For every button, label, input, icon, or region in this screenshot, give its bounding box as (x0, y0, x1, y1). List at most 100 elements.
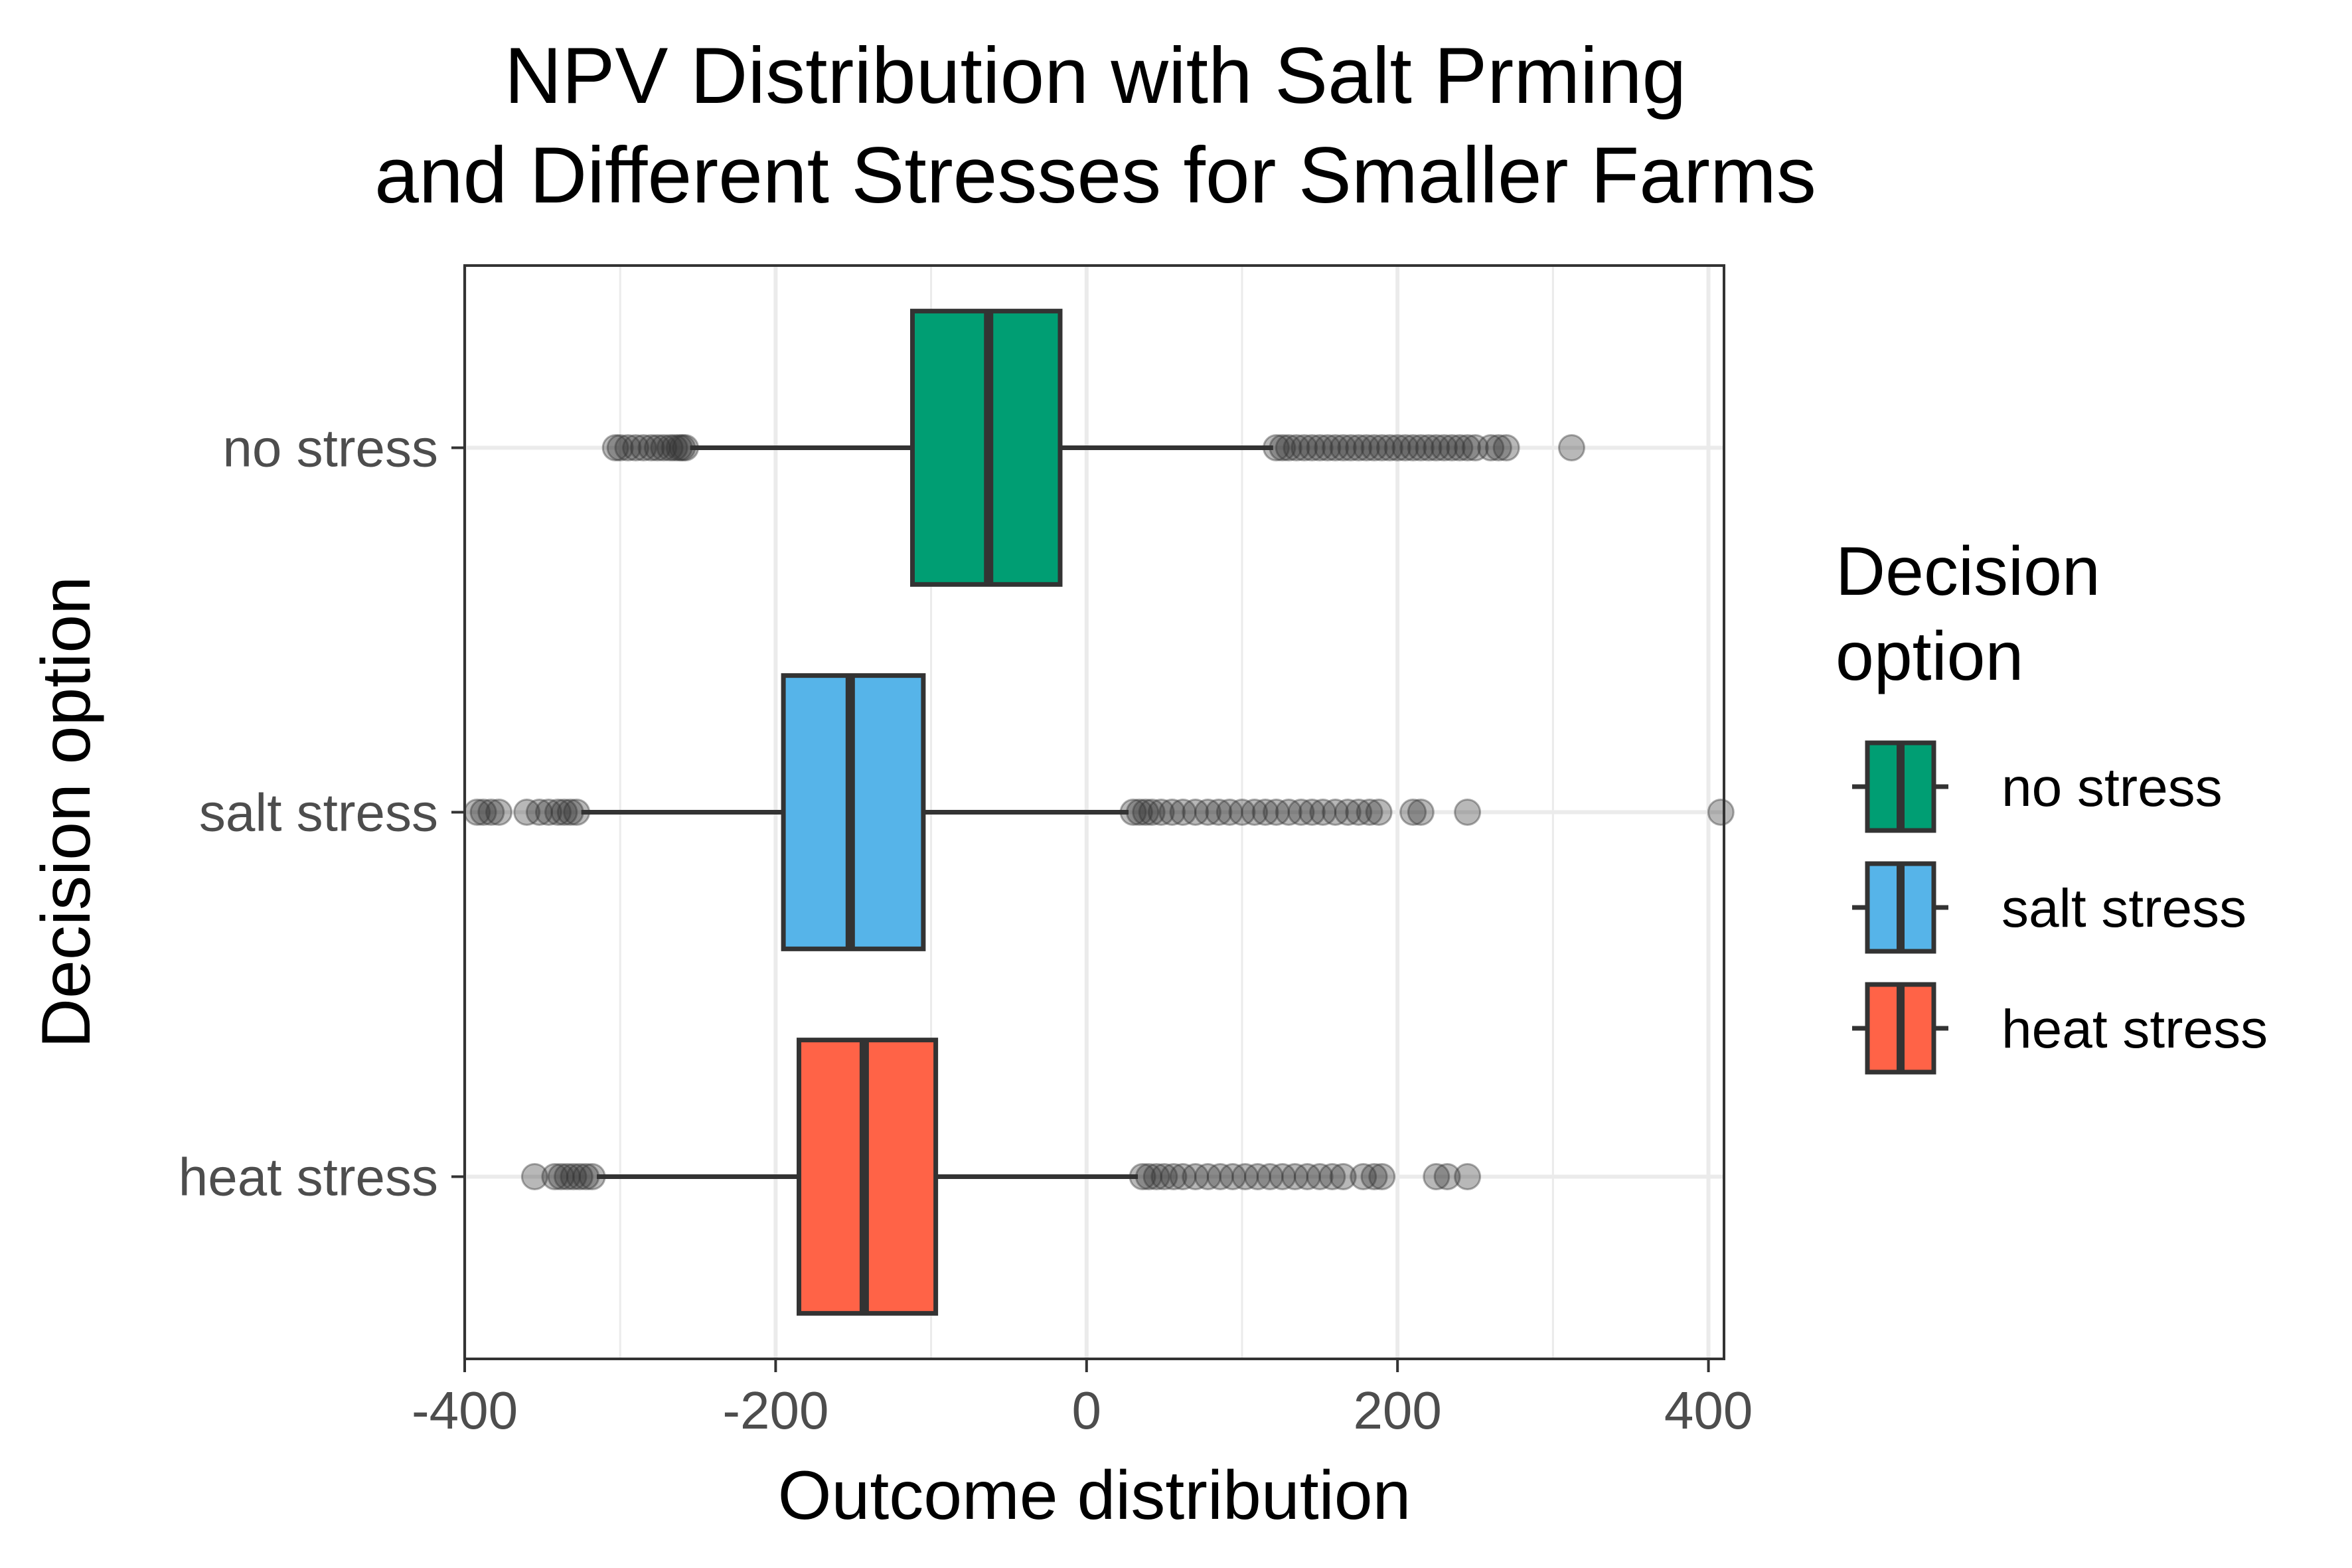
outlier-point (547, 1163, 575, 1190)
outlier-point (1129, 1163, 1156, 1190)
outlier-point (525, 799, 553, 826)
outlier-point (578, 1163, 606, 1190)
y-axis-title: Decision option (28, 576, 105, 1048)
outlier-point (1461, 434, 1489, 461)
outlier-point (1356, 799, 1383, 826)
legend-label: salt stress (2001, 878, 2246, 939)
outlier-point (1365, 799, 1393, 826)
legend-title-line: Decision (1836, 533, 2100, 610)
outlier-point (668, 434, 696, 461)
outlier-point (1375, 434, 1403, 461)
outlier-point (1423, 434, 1450, 461)
outlier-point (1119, 799, 1147, 826)
outlier-point (656, 434, 684, 461)
outlier-point (1256, 1163, 1284, 1190)
outlier-point (1322, 799, 1350, 826)
outlier-point (1291, 434, 1318, 461)
legend-title-line: option (1836, 618, 2023, 695)
outlier-point (566, 1163, 593, 1190)
outlier-point (1243, 1163, 1271, 1190)
legend-item-heat-stress: heat stress (1852, 982, 2268, 1075)
outlier-point (1287, 799, 1315, 826)
outlier-point (485, 799, 513, 826)
x-tick-label: 200 (1353, 1381, 1441, 1440)
outlier-point (1399, 434, 1427, 461)
outlier-point (1492, 434, 1520, 461)
x-tick-label: -400 (412, 1381, 518, 1440)
outlier-point (1399, 799, 1427, 826)
outlier-point (563, 799, 591, 826)
outlier-point (572, 1163, 600, 1190)
outlier-point (1283, 434, 1310, 461)
outlier-point (1228, 799, 1256, 826)
outlier-point (1182, 799, 1210, 826)
outlier-point (1423, 1163, 1450, 1190)
outlier-point (554, 1163, 582, 1190)
box-salt-stress (463, 673, 1735, 951)
outlier-point (1205, 799, 1233, 826)
x-axis: -400 -200 0 200 400 (412, 1359, 1753, 1440)
outlier-point (534, 799, 562, 826)
outlier-point (1368, 1163, 1396, 1190)
outlier-point (1169, 799, 1197, 826)
outlier-point (1298, 799, 1326, 826)
legend-item-no-stress: no stress (1852, 740, 2223, 833)
outlier-point (601, 434, 629, 461)
outlier-point (1484, 434, 1512, 461)
outlier-point (1322, 434, 1350, 461)
outlier-point (1454, 1163, 1482, 1190)
outlier-point (1194, 1163, 1221, 1190)
outlier-point (1446, 434, 1474, 461)
outlier-point (1352, 434, 1380, 461)
outlier-point (1345, 799, 1373, 826)
legend: Decision option no stress salt stress heat s… (1836, 533, 2268, 1075)
outlier-point (622, 434, 650, 461)
outlier-point (1158, 799, 1186, 826)
outlier-point (1314, 434, 1342, 461)
outlier-point (1329, 434, 1357, 461)
outlier-point (1345, 434, 1373, 461)
outlier-point (1251, 799, 1279, 826)
outlier-point (665, 434, 693, 461)
outlier-point (1337, 434, 1365, 461)
outlier-point (513, 799, 541, 826)
legend-item-salt-stress: salt stress (1852, 861, 2246, 954)
outlier-point (1415, 434, 1443, 461)
outlier-point (541, 1163, 569, 1190)
outlier-point (1269, 434, 1296, 461)
x-axis-title: Outcome distribution (778, 1457, 1411, 1534)
outlier-point (661, 434, 688, 461)
outlier-point (1318, 1163, 1346, 1190)
outlier-point (1182, 1163, 1210, 1190)
outlier-point (1707, 799, 1735, 826)
y-axis: no stress salt stress heat stress (179, 419, 465, 1207)
outlier-point (1194, 799, 1221, 826)
outlier-point (1281, 1163, 1309, 1190)
outlier-point (1430, 434, 1458, 461)
outlier-point (1334, 799, 1362, 826)
outlier-point (1275, 799, 1302, 826)
y-tick-label: no stress (222, 419, 438, 478)
outlier-point (1142, 1163, 1170, 1190)
outlier-point (1477, 434, 1505, 461)
outlier-point (1383, 434, 1411, 461)
outlier-point (1557, 434, 1585, 461)
outlier-point (1269, 1163, 1296, 1190)
outlier-point (1368, 434, 1396, 461)
chart-title-line: NPV Distribution with Salt Prming (505, 31, 1687, 120)
outlier-point (1263, 434, 1291, 461)
outlier-point (637, 434, 665, 461)
outlier-point (550, 799, 578, 826)
outlier-point (1169, 1163, 1197, 1190)
y-tick-label: heat stress (179, 1148, 438, 1207)
outlier-point (1135, 1163, 1162, 1190)
box-heat-stress (520, 1038, 1482, 1316)
outlier-point (469, 799, 497, 826)
outlier-point (1219, 1163, 1247, 1190)
outlier-point (629, 434, 657, 461)
outlier-point (643, 434, 671, 461)
outlier-point (1454, 799, 1482, 826)
outlier-point (1293, 1163, 1321, 1190)
outlier-point (606, 434, 634, 461)
